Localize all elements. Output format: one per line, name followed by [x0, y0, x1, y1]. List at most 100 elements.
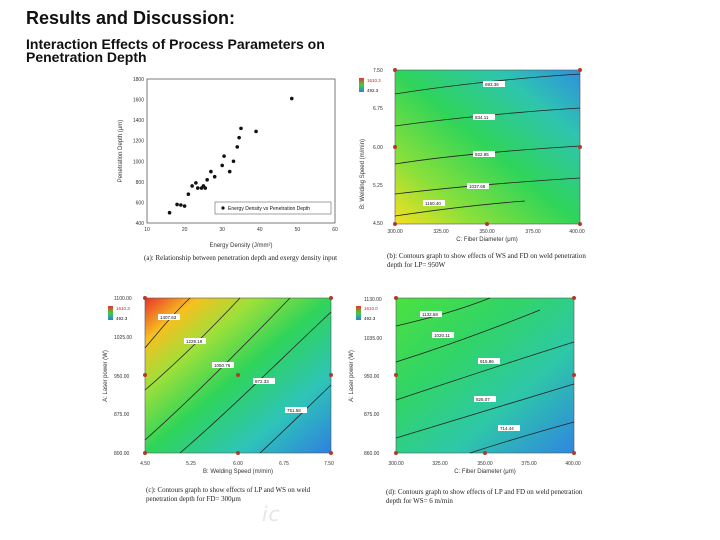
scatter-point	[227, 169, 232, 174]
x-tick-label: 20	[182, 227, 188, 233]
y-ticks: 7.50 6.75 6.00 5.25 4.50	[373, 68, 383, 227]
legend-high: 1610.3	[116, 306, 130, 311]
y-axis-label: A: Laser power (W)	[349, 350, 355, 402]
svg-text:4.50: 4.50	[373, 221, 383, 227]
contour-labels: 1407.63 1229.19 1050.76 872.33 751.58	[158, 314, 307, 413]
design-points	[393, 68, 582, 226]
svg-text:751.58: 751.58	[287, 408, 301, 413]
caption-c: (c): Contours graph to show effects of L…	[146, 486, 311, 503]
scatter-point	[289, 96, 294, 101]
svg-text:826.07: 826.07	[476, 397, 490, 402]
svg-text:1132.58: 1132.58	[422, 312, 438, 317]
scatter-chart: 400 600 800 1000 1200 1400 1600 1800 10 20 30 40 50…	[118, 77, 338, 249]
x-tick-label: 50	[295, 227, 301, 233]
x-axis-label: C: Fiber Diameter (μm)	[454, 469, 515, 475]
legend-low: 492.3	[364, 316, 376, 321]
svg-text:834.11: 834.11	[475, 115, 489, 120]
svg-text:350.00: 350.00	[477, 461, 493, 467]
contour-field	[395, 70, 580, 224]
svg-text:875.00: 875.00	[364, 412, 380, 418]
svg-text:6.75: 6.75	[373, 106, 383, 112]
figure-a: 400 600 800 1000 1200 1400 1600 1800 10 20 30 40 50…	[110, 70, 350, 280]
svg-text:714.44: 714.44	[500, 426, 514, 431]
scatter-point	[167, 210, 172, 215]
plot-frame	[146, 78, 336, 224]
svg-text:922.95: 922.95	[475, 152, 489, 157]
svg-text:6.75: 6.75	[279, 461, 289, 467]
svg-text:1407.63: 1407.63	[160, 315, 177, 320]
scatter-point	[239, 126, 243, 131]
contour-plot-d: 1132.58 1020.11 915.86 826.07 714.44 161…	[349, 296, 581, 475]
svg-text:1035.00: 1035.00	[364, 336, 382, 342]
svg-text:400.00: 400.00	[565, 461, 581, 467]
design-points	[394, 296, 576, 455]
slide-title: Results and Discussion:	[26, 8, 236, 28]
y-tick-label: 600	[136, 200, 145, 206]
contour-labels: 1132.58 1020.11 915.86 826.07 714.44	[420, 311, 520, 431]
scatter-point	[212, 174, 217, 179]
svg-text:350.00: 350.00	[479, 229, 495, 235]
svg-text:800.00: 800.00	[114, 451, 130, 457]
x-tick-label: 10	[144, 227, 150, 233]
scatter-point	[194, 181, 198, 185]
scatter-point	[203, 186, 208, 190]
design-points	[143, 296, 333, 455]
svg-text:860.00: 860.00	[364, 451, 380, 457]
legend-low: 492.3	[116, 316, 128, 321]
caption-b: (b): Contours graph to show effects of W…	[387, 252, 586, 269]
svg-text:950.00: 950.00	[114, 374, 130, 380]
contour-plot-c: 1407.63 1229.19 1050.76 872.33 751.58 16…	[103, 296, 334, 475]
y-tick-label: 1800	[133, 77, 144, 83]
scatter-point	[190, 184, 194, 188]
y-tick-label: 1600	[133, 98, 144, 104]
svg-text:7.50: 7.50	[324, 461, 334, 467]
x-axis-label: B: Welding Speed (m/min)	[203, 469, 273, 475]
scatter-point	[179, 203, 183, 207]
x-tick-label: 60	[332, 227, 338, 233]
scatter-point	[222, 154, 226, 158]
legend-low: 492.3	[367, 88, 379, 93]
figure-d: 1132.58 1020.11 915.86 826.07 714.44 161…	[340, 290, 605, 515]
x-tick-label: 40	[257, 227, 263, 233]
legend-marker	[221, 206, 225, 210]
svg-text:950.00: 950.00	[364, 374, 380, 380]
x-axis-label: C: Fiber Diameter (μm)	[456, 237, 517, 243]
scatter-point	[235, 145, 240, 149]
svg-text:300.00: 300.00	[387, 229, 403, 235]
color-legend	[356, 306, 361, 320]
svg-text:6.00: 6.00	[373, 145, 383, 151]
x-ticks: 300.00 325.00 350.00 375.00 400.00	[388, 461, 581, 467]
scatter-point	[186, 192, 191, 196]
svg-text:1050.76: 1050.76	[214, 363, 231, 368]
svg-text:6.00: 6.00	[233, 461, 243, 467]
contour-labels: 693.36 834.11 922.95 1037.68 1150.40	[423, 81, 505, 206]
svg-text:7.50: 7.50	[373, 68, 383, 74]
figure-b: 693.36 834.11 922.95 1037.68 1150.40 161…	[355, 64, 600, 279]
scatter-point	[175, 202, 179, 207]
svg-text:375.00: 375.00	[521, 461, 537, 467]
svg-text:325.00: 325.00	[432, 461, 448, 467]
scatter-point	[205, 178, 209, 182]
y-axis-label: A: Laser power (W)	[103, 350, 109, 402]
legend-high: 1610.3	[367, 78, 381, 83]
svg-text:875.00: 875.00	[114, 412, 130, 418]
contour-plot-b: 693.36 834.11 922.95 1037.68 1150.40 161…	[359, 68, 585, 243]
svg-text:325.00: 325.00	[433, 229, 449, 235]
x-axis-label: Energy Density (J/mm²)	[209, 243, 272, 249]
caption-d: (d): Contours graph to show effects of L…	[386, 488, 583, 505]
svg-text:375.00: 375.00	[525, 229, 541, 235]
svg-text:5.25: 5.25	[186, 461, 196, 467]
svg-text:1229.19: 1229.19	[186, 339, 203, 344]
svg-text:1020.11: 1020.11	[434, 333, 450, 338]
legend-box	[214, 201, 332, 215]
legend-high: 1610.0	[364, 306, 378, 311]
y-axis-label: B: Welding Speed (m/min)	[360, 139, 366, 209]
watermark: ic	[262, 502, 281, 526]
color-legend	[359, 78, 364, 92]
svg-text:4.50: 4.50	[140, 461, 150, 467]
scatter-point	[237, 135, 241, 140]
color-legend	[108, 306, 113, 320]
contour-lines	[144, 297, 332, 454]
legend-label: Energy Density vs Penetration Depth	[228, 206, 310, 212]
scatter-point	[220, 163, 224, 168]
